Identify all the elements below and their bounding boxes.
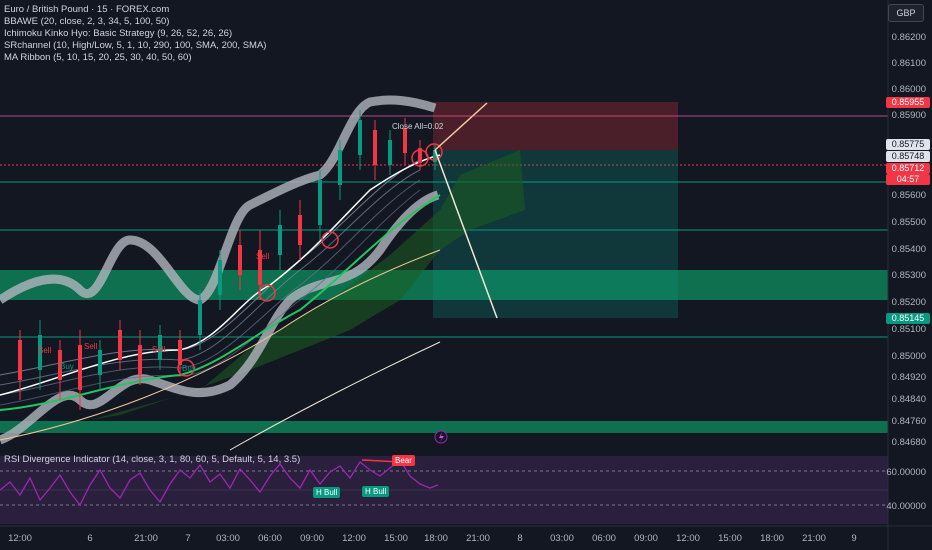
rsi-axis-label: 40.00000 — [886, 501, 926, 512]
time-label: 18:00 — [424, 533, 448, 544]
time-label: 12:00 — [676, 533, 700, 544]
countdown-tag: 04:57 — [886, 174, 930, 185]
time-label: 15:00 — [718, 533, 742, 544]
currency-button[interactable]: GBP — [888, 4, 924, 22]
buy-signal: Buy — [182, 364, 196, 373]
time-label: 15:00 — [384, 533, 408, 544]
time-label: 09:00 — [634, 533, 658, 544]
time-label: 03:00 — [216, 533, 240, 544]
price-label: 0.86200 — [891, 32, 926, 43]
sell-signal: Sell — [38, 346, 52, 355]
indicator-ma-ribbon[interactable]: MA Ribbon (5, 10, 15, 20, 25, 30, 40, 50… — [4, 52, 192, 63]
bear-badge: Bear — [392, 455, 415, 466]
bollinger-lower — [0, 190, 440, 445]
time-label: 03:00 — [550, 533, 574, 544]
sell-signal: Sell — [84, 342, 98, 351]
time-label: 06:00 — [258, 533, 282, 544]
rsi-line — [0, 459, 439, 507]
sell-signal: Sell — [152, 345, 166, 354]
price-label: 0.85200 — [891, 297, 926, 308]
rsi-legend[interactable]: RSI Divergence Indicator (14, close, 3, … — [4, 454, 301, 465]
time-label: 21:00 — [802, 533, 826, 544]
price-label: 0.85100 — [891, 324, 926, 335]
time-label: 21:00 — [134, 533, 158, 544]
price-tag-stop: 0.85955 — [886, 97, 930, 108]
price-label: 0.86100 — [891, 58, 926, 69]
h-bull-badge: H Bull — [313, 487, 341, 498]
ichimoku-cloud — [90, 150, 525, 420]
ma-long — [229, 341, 441, 451]
time-label: 6 — [87, 533, 93, 544]
h-bull-badge: H Bull — [362, 486, 390, 497]
time-label: 8 — [517, 533, 523, 544]
time-label: 18:00 — [760, 533, 784, 544]
time-label: 09:00 — [300, 533, 324, 544]
time-label: 7 — [185, 533, 191, 544]
ma-green — [0, 194, 441, 411]
time-label: 12:00 — [8, 533, 32, 544]
candles — [18, 110, 437, 410]
price-label: 0.85000 — [891, 351, 926, 362]
buy-signal: Buy — [60, 362, 74, 371]
price-label: 0.85600 — [891, 190, 926, 201]
time-label: 12:00 — [342, 533, 366, 544]
stop-loss-zone — [433, 102, 678, 150]
close-all-label: Close All=0.02 — [392, 122, 444, 131]
indicator-bbawe[interactable]: BBAWE (20, close, 2, 3, 34, 5, 100, 50) — [4, 16, 170, 27]
sr-zone-lower — [0, 421, 888, 433]
bollinger-upper — [0, 95, 437, 305]
lightning-icon[interactable] — [434, 430, 448, 444]
price-tag-last: 0.85712 — [886, 163, 930, 174]
price-tag-entry: 0.85748 — [886, 151, 930, 162]
indicator-srchannel[interactable]: SRchannel (10, High/Low, 5, 1, 10, 290, … — [4, 40, 267, 51]
price-label: 0.85900 — [891, 110, 926, 121]
time-label: 06:00 — [592, 533, 616, 544]
signal-circles — [177, 143, 443, 377]
chart-title: Euro / British Pound · 15 · FOREX.com — [4, 4, 170, 15]
price-tag-high: 0.85775 — [886, 139, 930, 150]
price-label: 0.84840 — [891, 394, 926, 405]
chart-legend: Euro / British Pound · 15 · FOREX.com BB… — [4, 4, 266, 64]
price-tag-target: 0.85145 — [886, 313, 930, 324]
price-label: 0.84760 — [891, 416, 926, 427]
price-label: 0.85400 — [891, 244, 926, 255]
price-label: 0.84680 — [891, 437, 926, 448]
price-label: 0.85300 — [891, 270, 926, 281]
projection-up — [434, 102, 488, 151]
price-label: 0.84920 — [891, 372, 926, 383]
sr-zone-upper — [0, 270, 888, 300]
indicator-ichimoku[interactable]: Ichimoku Kinko Hyo: Basic Strategy (9, 2… — [4, 28, 233, 39]
sell-signal: Sell — [256, 252, 270, 261]
ma-white — [0, 154, 441, 396]
rsi-axis-label: 60.00000 — [886, 467, 926, 478]
price-label: 0.85500 — [891, 217, 926, 228]
time-label: 21:00 — [466, 533, 490, 544]
price-label: 0.86000 — [891, 84, 926, 95]
ma-orange — [0, 249, 441, 441]
time-label: 9 — [851, 533, 857, 544]
projection-down — [434, 149, 498, 319]
